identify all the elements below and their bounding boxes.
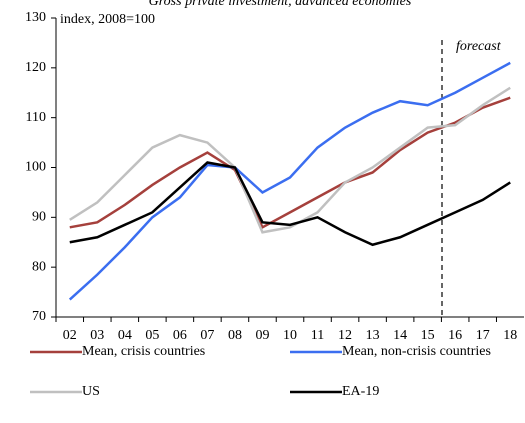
x-tick-label: 07 [200,328,214,343]
series-line [69,86,511,234]
legend-label: EA-19 [342,384,379,399]
x-tick-label: 14 [393,328,407,343]
series-line [69,96,511,230]
y-tick-label: 110 [26,110,46,125]
legend-label: US [82,384,100,399]
x-tick-label: 02 [63,328,77,343]
x-tick-label: 08 [228,328,242,343]
forecast-label: forecast [456,39,502,54]
x-tick-label: 16 [448,328,462,343]
series-line [69,161,511,247]
chart-title: Gross private investment, advanced econo… [149,0,412,9]
x-tick-label: 17 [476,328,490,343]
y-tick-label: 100 [25,160,46,175]
x-tick-label: 11 [311,328,324,343]
legend-label: Mean, crisis countries [82,344,205,359]
x-tick-label: 06 [173,328,187,343]
y-tick-label: 80 [32,259,46,274]
y-tick-label: 90 [32,210,46,225]
x-tick-label: 13 [366,328,380,343]
x-tick-label: 09 [255,328,269,343]
x-tick-label: 15 [421,328,435,343]
x-tick-label: 10 [283,328,297,343]
y-axis-label: index, 2008=100 [60,12,155,27]
x-tick-label: 18 [503,328,517,343]
x-tick-label: 03 [90,328,104,343]
legend-label: Mean, non-crisis countries [342,344,491,359]
x-tick-label: 04 [118,328,132,343]
y-tick-label: 70 [32,309,46,324]
y-tick-label: 120 [25,60,46,75]
y-tick-label: 130 [25,10,46,25]
x-tick-label: 05 [145,328,159,343]
x-tick-label: 12 [338,328,352,343]
series-line [68,61,511,301]
